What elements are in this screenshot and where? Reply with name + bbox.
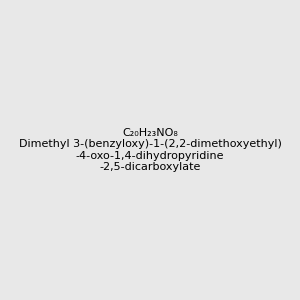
Text: C₂₀H₂₃NO₈
Dimethyl 3-(benzyloxy)-1-(2,2-dimethoxyethyl)
-4-oxo-1,4-dihydropyridi: C₂₀H₂₃NO₈ Dimethyl 3-(benzyloxy)-1-(2,2-… [19,128,281,172]
